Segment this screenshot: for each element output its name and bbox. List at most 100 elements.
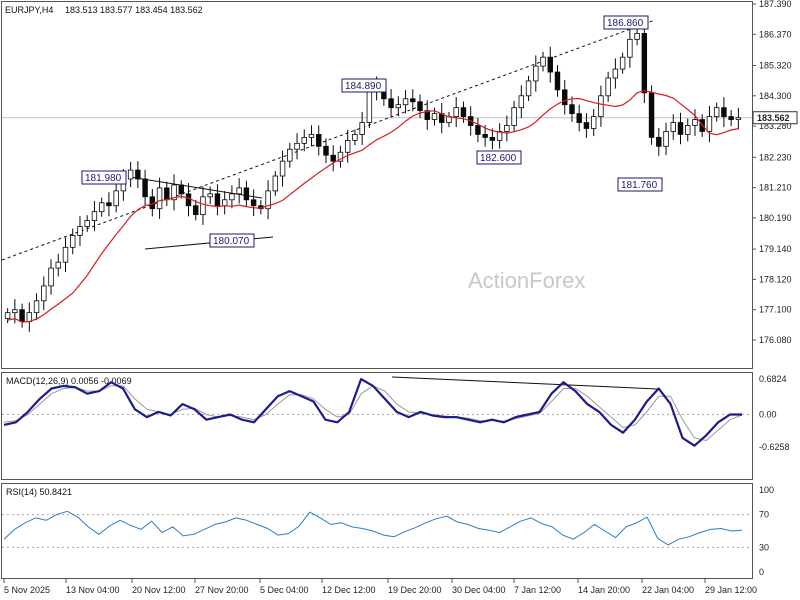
candle-body	[207, 193, 213, 198]
x-tick-label: 12 Dec 12:00	[322, 585, 376, 595]
candle-body	[294, 142, 300, 150]
candle-body	[279, 160, 286, 177]
candle-body	[619, 56, 626, 70]
candle-body	[62, 246, 69, 263]
candle-body	[627, 38, 633, 58]
candle-body	[229, 193, 235, 201]
price-annotation-label: 181.980	[85, 173, 122, 184]
rsi-y-tick-label: 70	[759, 510, 769, 520]
rsi-y-tick-label: 30	[759, 542, 769, 552]
candle-body	[410, 98, 416, 103]
candle-body	[193, 205, 199, 216]
rsi-panel-frame	[1, 483, 753, 579]
candle-body	[33, 300, 40, 314]
candle-body	[670, 122, 676, 132]
x-tick-label: 19 Dec 20:00	[388, 585, 442, 595]
candle-body	[48, 267, 54, 287]
price-annotation-box	[603, 15, 649, 30]
price-annotation-label: 186.860	[607, 18, 644, 29]
candle-body	[308, 134, 315, 138]
candle-body	[576, 113, 582, 123]
candle-body	[41, 285, 47, 302]
candle-body	[460, 107, 467, 117]
candle-body	[330, 154, 336, 162]
price-y-tick-label: 186.370	[759, 29, 792, 39]
candle-body	[26, 312, 33, 322]
candle-body	[272, 175, 279, 192]
price-y-tick-label: 185.320	[759, 60, 792, 70]
candle-body	[511, 107, 517, 126]
candle-body	[55, 261, 61, 269]
price-annotation-box	[476, 150, 522, 165]
x-tick-label: 30 Dec 04:00	[452, 585, 506, 595]
candle-body	[337, 151, 344, 162]
candle-body	[612, 68, 619, 79]
rsi-line	[3, 510, 743, 546]
candle-body	[728, 116, 734, 120]
macd-divergence-line	[391, 376, 658, 390]
candle-body	[171, 184, 177, 201]
candle-body	[685, 125, 691, 135]
candle-body	[106, 202, 112, 207]
candle-body	[316, 134, 322, 147]
candle-body	[525, 80, 532, 97]
candle-body	[142, 178, 148, 198]
candle-body	[663, 131, 669, 147]
watermark: ActionForex	[468, 268, 585, 293]
price-y-tick-label: 177.100	[759, 305, 792, 315]
triangle-top-line	[129, 176, 263, 199]
candle-body	[713, 107, 720, 117]
candle-body	[113, 190, 119, 207]
candle-body	[482, 134, 488, 138]
macd-layer	[3, 378, 743, 447]
x-tick-label: 22 Jan 04:00	[642, 585, 694, 595]
candle-body	[735, 117, 742, 120]
candle-body	[250, 199, 257, 207]
price-annotation-label: 184.890	[345, 81, 382, 92]
candle-body	[200, 196, 206, 216]
x-tick-label: 13 Nov 04:00	[66, 585, 120, 595]
candle-body	[156, 187, 163, 210]
candle-body	[721, 107, 727, 117]
price-annotation-box	[617, 177, 663, 192]
candle-body	[562, 89, 568, 106]
candle-body	[431, 113, 438, 120]
price-annotation-box	[81, 170, 127, 185]
y-axis-layer: 187.390 186.370 185.320 184.300 183.280 182.2…	[752, 0, 798, 577]
candle-body	[214, 193, 221, 207]
candle-body	[540, 56, 546, 67]
candle-body	[366, 89, 373, 123]
symbol-label: EURJPY,H4	[5, 5, 53, 15]
price-y-tick-label: 182.230	[759, 152, 792, 162]
x-tick-label: 14 Jan 20:00	[578, 585, 630, 595]
candle-body	[91, 211, 98, 221]
upper-trendline	[1, 19, 656, 261]
price-y-tick-label: 183.280	[759, 121, 792, 131]
candle-body	[243, 187, 250, 201]
x-tick-label: 7 Jan 12:00	[514, 585, 561, 595]
candle-body	[489, 136, 496, 141]
candle-body	[178, 184, 184, 195]
candle-body	[453, 107, 459, 117]
candle-body	[634, 33, 640, 40]
candle-body	[12, 309, 18, 314]
price-annotation-label: 180.070	[213, 236, 250, 247]
annotation-layer: 181.980 180.070 184.890 182.600 186.860 181.7…	[81, 15, 663, 248]
candle-body	[98, 202, 105, 213]
candle-body	[395, 104, 402, 109]
candle-body	[4, 312, 11, 320]
candle-body	[648, 92, 655, 138]
candle-body	[518, 95, 525, 109]
price-y-tick-label: 179.140	[759, 244, 792, 254]
candle-body	[323, 145, 329, 156]
candle-body	[301, 136, 307, 144]
macd-y-tick-label: 0.6824	[759, 374, 787, 384]
current-price-label: 183.562	[757, 113, 790, 123]
candle-body	[424, 110, 430, 120]
x-tick-label: 5 Nov 2025	[4, 585, 50, 595]
x-tick-label: 5 Dec 04:00	[260, 585, 309, 595]
candle-body	[692, 119, 698, 126]
macd-line	[3, 378, 742, 447]
sma-line	[7, 90, 739, 323]
